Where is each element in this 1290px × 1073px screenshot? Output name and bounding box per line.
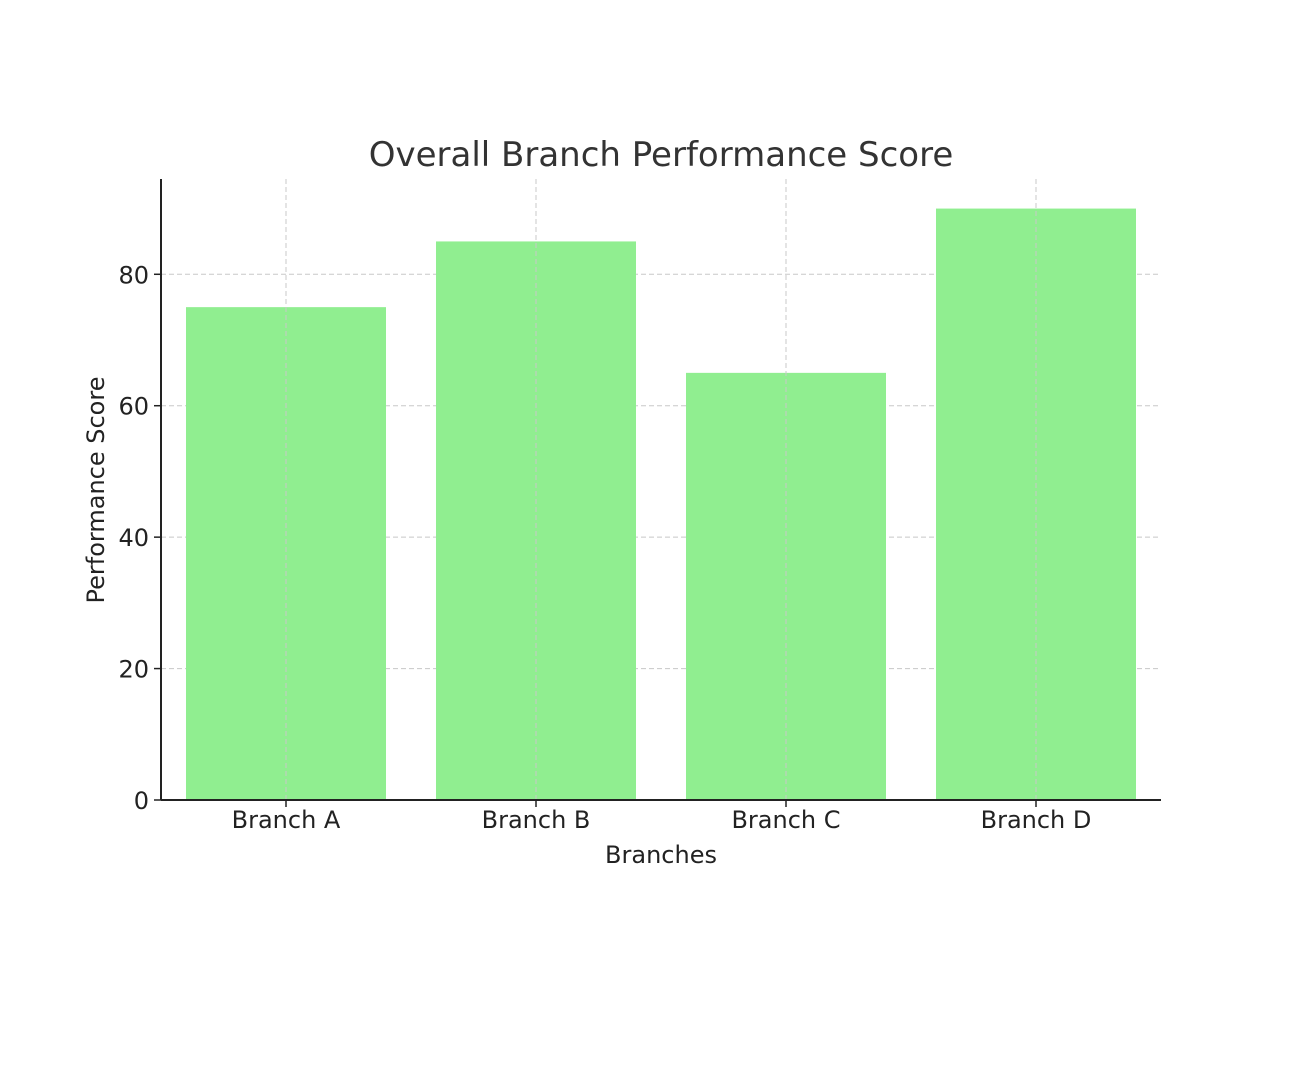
y-tick-label: 20 (118, 656, 149, 684)
y-axis-label: Performance Score (82, 377, 110, 604)
x-tick-label: Branch A (232, 806, 341, 834)
y-tick-label: 40 (118, 524, 149, 552)
x-axis-label: Branches (605, 841, 717, 869)
vertical-grid (285, 179, 1037, 800)
y-tick-label: 80 (118, 261, 149, 289)
chart-title: Overall Branch Performance Score (369, 135, 954, 175)
y-tick-label: 60 (118, 393, 149, 421)
y-tick-label: 0 (134, 787, 149, 815)
bars (186, 208, 1136, 801)
ticks: 0 20 40 60 80 Branch A Branch B Branch C Branch … (118, 261, 1091, 834)
x-tick-label: Branch D (981, 806, 1092, 834)
x-tick-label: Branch B (482, 806, 591, 834)
x-tick-label: Branch C (731, 806, 840, 834)
axes (160, 179, 1161, 801)
